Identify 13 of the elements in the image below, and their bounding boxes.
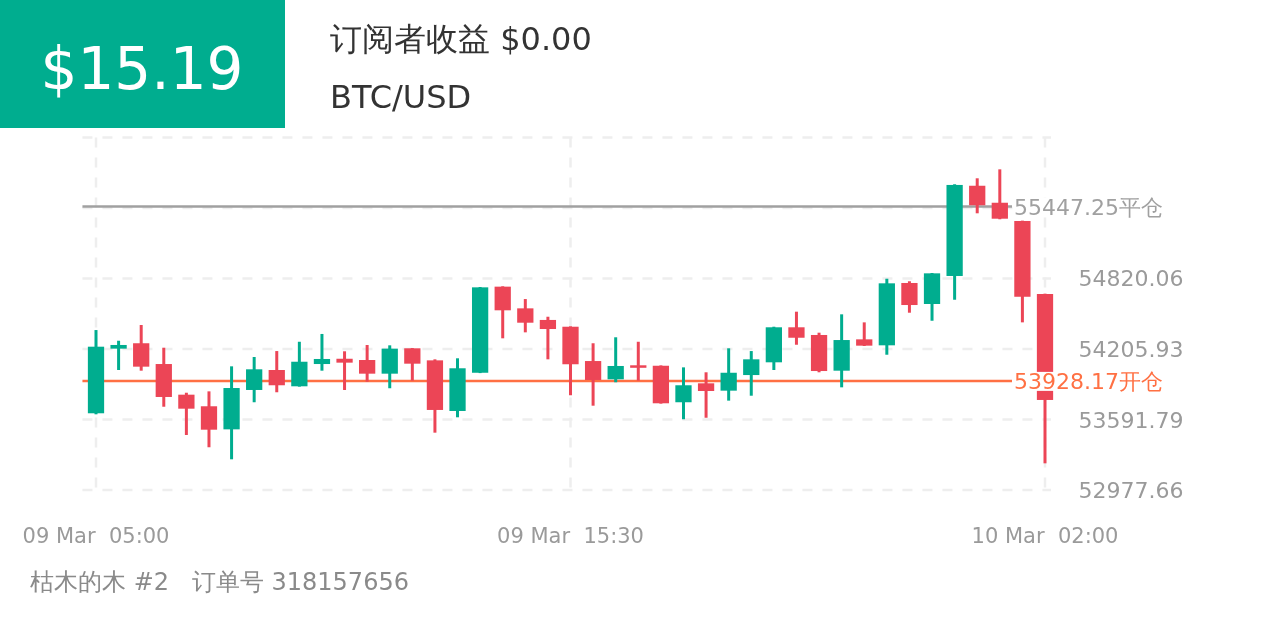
text: 枯木的木 #2 订单号 318157656 <box>30 568 409 596</box>
x-tick-label: 10 Mar 02:00 <box>971 524 1119 548</box>
y-tick-label: 53591.79 <box>1078 407 1184 433</box>
chart-subtitle: BTC/USD <box>330 78 472 116</box>
text: $15.19 <box>40 35 244 103</box>
y-tick-label: 54205.93 <box>1078 337 1184 362</box>
y-tick-label: 52977.66 <box>1078 478 1184 503</box>
x-tick-label: 09 Mar 05:00 <box>22 524 170 548</box>
x-tick-label: 09 Mar 15:30 <box>497 524 644 548</box>
ref-line-label: 53928.17开仓 <box>1014 368 1163 394</box>
chart-title: 订阅者收益 $0.00 <box>330 20 592 58</box>
ref-line-label: 55447.25平仓 <box>1014 194 1163 220</box>
y-tick-label: 54820.06 <box>1078 266 1184 292</box>
